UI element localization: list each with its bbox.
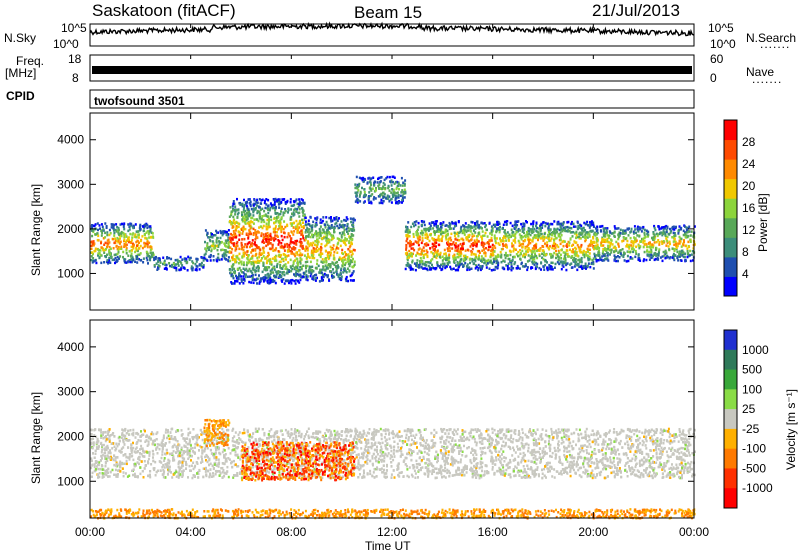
velocity-plot-frame — [89, 319, 695, 519]
power-band-3 — [228, 197, 306, 285]
freq-label: Freq. — [16, 54, 45, 68]
power-colorbar-tick: 4 — [742, 267, 749, 281]
power-colorbar-segment — [724, 120, 737, 141]
x-tick-label: 20:00 — [578, 525, 608, 539]
power-band-5 — [354, 175, 407, 205]
power-colorbar — [723, 119, 738, 297]
nave-tick-bottom: 0 — [710, 71, 717, 85]
nave-label: Nave — [746, 65, 775, 79]
y-tick-label: 3000 — [57, 385, 84, 399]
velocity-colorbar-tick: 1000 — [742, 343, 769, 357]
nave-dots: ....... — [752, 72, 783, 86]
velocity-colorbar-segment — [724, 468, 737, 489]
velocity-colorbar-tick: -500 — [742, 461, 766, 475]
velocity-colorbar-segment — [724, 409, 737, 430]
nsky-label: N.Sky — [4, 31, 37, 45]
velocity-colorbar-segment — [724, 349, 737, 371]
noise-trace — [89, 21, 695, 37]
x-tick-label: 12:00 — [377, 525, 407, 539]
velocity-y-axis-label: Slant Range [km] — [29, 391, 43, 484]
power-colorbar-segment — [724, 217, 737, 238]
power-plot-frame — [89, 112, 695, 311]
velocity-colorbar-segment — [724, 369, 737, 390]
y-tick-label: 2000 — [57, 429, 84, 443]
velocity-colorbar-tick: -1000 — [742, 481, 773, 495]
x-tick-label: 00:00 — [679, 525, 709, 539]
power-colorbar-segment — [724, 237, 737, 258]
y-tick-label: 3000 — [57, 177, 84, 191]
power-colorbar-tick: 8 — [742, 245, 749, 259]
nave-tick-top: 60 — [710, 52, 724, 66]
power-colorbar-segment — [724, 256, 737, 277]
power-band-8 — [593, 224, 696, 263]
power-band-0 — [90, 222, 155, 265]
y-tick-label: 1000 — [57, 474, 84, 488]
velocity-colorbar-segment — [724, 488, 737, 509]
power-colorbar-tick: 24 — [742, 157, 756, 171]
nsky-tick-top: 10^5 — [61, 21, 87, 35]
cpid-panel — [89, 89, 695, 109]
power-band-2 — [203, 229, 230, 263]
velocity-colorbar-tick: -25 — [742, 422, 760, 436]
velocity-band-0 — [90, 427, 696, 480]
power-band-6 — [404, 220, 495, 272]
x-axis-title: Time UT — [365, 539, 411, 553]
velocity-colorbar-tick: 25 — [742, 402, 756, 416]
velocity-band-1 — [241, 441, 356, 482]
velocity-colorbar-tick: 500 — [742, 363, 762, 377]
nsearch-label: N.Search — [746, 31, 797, 45]
freq-tick-bottom: 8 — [72, 71, 79, 85]
frequency-band — [92, 66, 692, 74]
velocity-colorbar — [723, 329, 738, 509]
y-tick-label: 2000 — [57, 222, 84, 236]
y-tick-label: 4000 — [57, 340, 84, 354]
power-band-1 — [153, 255, 205, 272]
beam-label: Beam 15 — [354, 3, 423, 22]
cpid-text: twofsound 3501 — [94, 94, 185, 108]
power-colorbar-tick: 12 — [742, 223, 756, 237]
velocity-colorbar-tick: -100 — [742, 442, 766, 456]
freq-units: [MHz] — [5, 66, 37, 80]
power-colorbar-segment — [724, 139, 737, 160]
power-colorbar-segment — [724, 159, 737, 180]
power-colorbar-tick: 16 — [742, 201, 756, 215]
nsearch-dots: ....... — [760, 37, 791, 51]
freq-tick-top: 18 — [68, 52, 82, 66]
velocity-colorbar-tick: 100 — [742, 382, 762, 396]
y-tick-label: 4000 — [57, 133, 84, 147]
velocity-band-2 — [203, 418, 231, 448]
x-tick-label: 16:00 — [478, 525, 508, 539]
x-tick-label: 08:00 — [276, 525, 306, 539]
power-colorbar-label: Power [dB] — [756, 193, 770, 252]
power-colorbar-tick: 20 — [742, 179, 756, 193]
nsearch-tick-bottom: 10^0 — [710, 37, 736, 51]
velocity-colorbar-segment — [724, 448, 737, 469]
velocity-colorbar-label: Velocity [m s⁻¹] — [784, 388, 798, 470]
date-label: 21/Jul/2013 — [592, 1, 680, 20]
velocity-colorbar-segment — [724, 428, 737, 450]
cpid-label: CPID — [6, 89, 35, 103]
power-y-axis-label: Slant Range [km] — [29, 183, 43, 276]
power-band-7 — [492, 220, 596, 272]
power-colorbar-tick: 28 — [742, 135, 756, 149]
x-tick-label: 04:00 — [176, 525, 206, 539]
y-tick-label: 1000 — [57, 266, 84, 280]
power-colorbar-segment — [724, 276, 737, 297]
x-tick-label: 00:00 — [75, 525, 105, 539]
radar-name: Saskatoon (fitACF) — [92, 1, 236, 20]
power-colorbar-segment — [724, 198, 737, 219]
nsearch-tick-top: 10^5 — [708, 21, 734, 35]
power-colorbar-segment — [724, 178, 737, 199]
nsky-tick-bottom: 10^0 — [53, 37, 79, 51]
velocity-colorbar-segment — [724, 389, 737, 410]
velocity-colorbar-segment — [724, 330, 737, 351]
power-band-4 — [303, 215, 356, 283]
